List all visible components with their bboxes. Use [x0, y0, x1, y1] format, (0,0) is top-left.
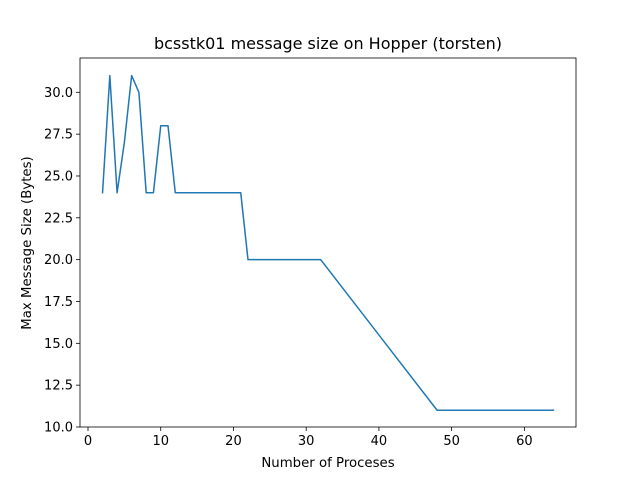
y-tick-label: 30.0 [44, 86, 73, 101]
y-tick-label: 17.5 [44, 295, 73, 310]
x-tick-label: 40 [371, 434, 388, 449]
x-tick-label: 20 [225, 434, 242, 449]
y-tick-label: 22.5 [44, 211, 73, 226]
y-tick-label: 27.5 [44, 128, 73, 143]
series-line-0 [101, 74, 555, 412]
y-axis-label: Max Message Size (Bytes) [20, 156, 35, 329]
x-axis-label: Number of Proceses [261, 456, 394, 471]
y-tick-label: 10.0 [44, 421, 73, 436]
plot-area: 0 10 20 30 40 50 60 10.0 12.5 15.0 17.5 20.0 22.5 25.… [44, 57, 577, 449]
x-tick-label: 30 [298, 434, 315, 449]
y-tick-label: 12.5 [44, 379, 73, 394]
y-tick-label: 20.0 [44, 253, 73, 268]
x-tick-label: 60 [516, 434, 533, 449]
y-tick-label: 15.0 [44, 337, 73, 352]
axes-frame [79, 57, 577, 428]
x-tick-label: 10 [152, 434, 169, 449]
x-tick-label: 0 [84, 434, 92, 449]
y-tick-label: 25.0 [44, 169, 73, 184]
x-tick-label: 50 [443, 434, 460, 449]
chart-title: bcsstk01 message size on Hopper (torsten… [154, 34, 502, 53]
